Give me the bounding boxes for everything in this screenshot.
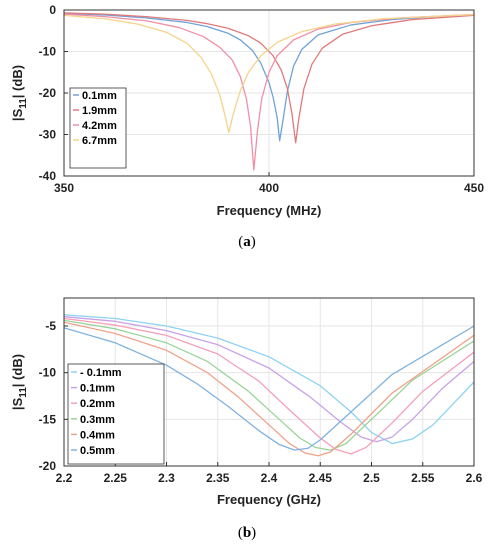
legend-label: 0.3mm	[80, 414, 115, 426]
legend-label: 0.5mm	[80, 445, 115, 457]
x-tick-label: 2.2	[56, 471, 73, 485]
series-line-1	[64, 12, 474, 144]
series-line-3	[64, 13, 474, 134]
y-axis-label-subscript: 11	[18, 387, 29, 398]
x-axis-label: Frequency (MHz)	[217, 203, 322, 218]
legend-label: 6.7mm	[82, 135, 117, 147]
legend-label: 0.4mm	[80, 429, 115, 441]
chart-panel-b: 2.2 2.25 2.3 2.35 2.4 2.45 2.5 2.55 2.6-5-10-15-…	[10, 297, 483, 541]
x-tick-label: 2.4	[261, 471, 278, 485]
caption-open-paren: (	[238, 525, 243, 541]
y-axis-label: |S11| (dB)	[10, 354, 29, 410]
legend-box	[69, 87, 127, 169]
caption-close-paren: )	[251, 525, 256, 541]
x-tick-label: 2.5	[363, 471, 380, 485]
y-tick-label: -30	[39, 128, 57, 142]
y-axis-label-subscript: 11	[18, 98, 29, 109]
x-tick-label: 2.3	[158, 471, 175, 485]
series-line-2	[64, 13, 474, 171]
legend-label: 0.1mm	[82, 90, 117, 102]
y-axis-label-prefix: |S	[10, 397, 25, 410]
series-lines	[64, 12, 474, 171]
legend: - 0.1mm 0.1mm 0.2mm 0.3mm 0.4mm 0.5mm	[67, 363, 165, 465]
y-tick-label: -10	[39, 45, 57, 59]
x-axis-label: Frequency (GHz)	[217, 492, 321, 507]
y-tick-label: -40	[39, 169, 57, 183]
panel-caption: (b)	[238, 525, 256, 541]
axes-box	[63, 297, 475, 467]
series-line-0	[64, 12, 474, 142]
legend: 0.1mm 1.9mm 4.2mm 6.7mm	[69, 87, 127, 169]
y-axis-label-suffix: | (dB)	[10, 65, 25, 98]
x-tick-label: 2.45	[309, 471, 333, 485]
y-tick-label: -5	[45, 319, 56, 333]
legend-label: 0.2mm	[80, 398, 115, 410]
y-tick-label: -15	[39, 412, 57, 426]
x-tick-label: 400	[259, 181, 279, 195]
series-line-4	[64, 321, 474, 457]
x-tick-label: 2.6	[466, 471, 483, 485]
x-tick-label: 2.25	[104, 471, 128, 485]
series-line-2	[64, 317, 474, 455]
y-tick-label: 0	[49, 3, 56, 17]
caption-letter: b	[243, 525, 251, 541]
x-tick-label: 2.35	[206, 471, 230, 485]
legend-label: 0.1mm	[80, 383, 115, 395]
caption-open-paren: (	[238, 234, 243, 250]
axes-box	[63, 9, 475, 177]
legend-label: 1.9mm	[82, 105, 117, 117]
x-tick-label: 450	[464, 181, 484, 195]
y-axis-label-prefix: |S	[10, 108, 25, 121]
legend-label: - 0.1mm	[80, 367, 122, 379]
caption-letter: a	[243, 234, 251, 250]
x-tick-label: 2.55	[411, 471, 435, 485]
caption-close-paren: )	[251, 234, 256, 250]
series-line-3	[64, 319, 474, 451]
y-tick-label: -20	[39, 86, 57, 100]
y-tick-label: -20	[39, 459, 57, 473]
x-tick-label: 350	[54, 181, 74, 195]
y-axis-label-suffix: | (dB)	[10, 354, 25, 387]
legend-box	[67, 363, 165, 465]
series-lines	[64, 314, 474, 457]
y-axis-label: |S11| (dB)	[10, 65, 29, 121]
series-line-1	[64, 316, 474, 443]
panel-caption: (a)	[238, 234, 256, 250]
series-line-5	[64, 325, 474, 451]
legend-label: 4.2mm	[82, 120, 117, 132]
y-tick-label: -10	[39, 366, 57, 380]
chart-panel-a: 350 400 450 0 -10 -20 -30 -40 0.1mm 1.9mm 4.2mm 6.7…	[10, 3, 484, 250]
